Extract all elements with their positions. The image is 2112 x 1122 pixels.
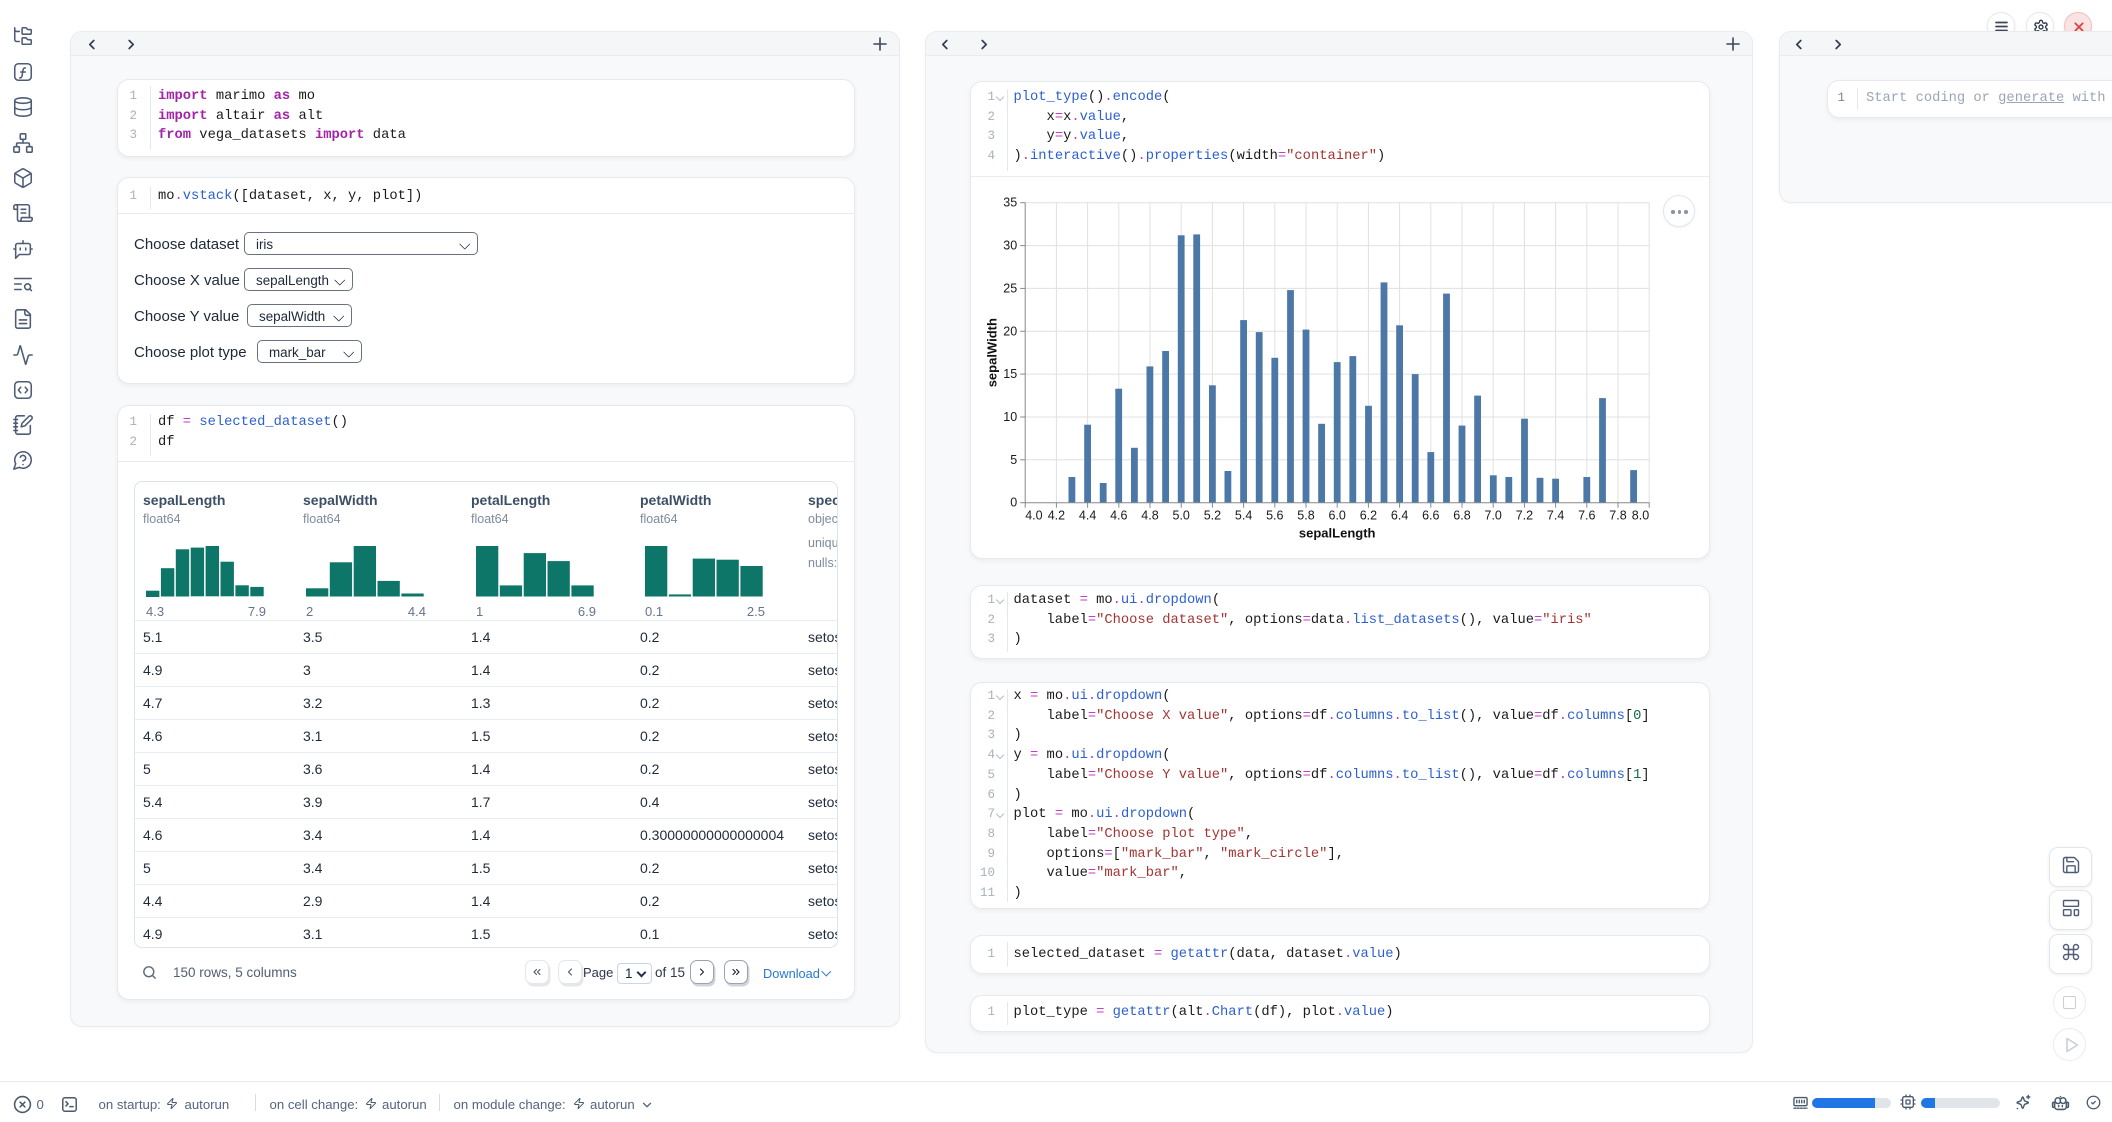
svg-text:4.4: 4.4 xyxy=(1079,509,1096,523)
svg-text:6.8: 6.8 xyxy=(1453,509,1470,523)
svg-text:4.0: 4.0 xyxy=(1025,509,1042,523)
svg-text:6.6: 6.6 xyxy=(1422,509,1439,523)
svg-text:0: 0 xyxy=(1010,496,1017,510)
svg-text:7.0: 7.0 xyxy=(1485,509,1502,523)
svg-text:5.0: 5.0 xyxy=(1173,509,1190,523)
svg-text:7.4: 7.4 xyxy=(1547,509,1564,523)
svg-text:sepalWidth: sepalWidth xyxy=(985,318,1000,387)
svg-text:5.6: 5.6 xyxy=(1266,509,1283,523)
svg-text:20: 20 xyxy=(1003,324,1017,338)
svg-text:4.8: 4.8 xyxy=(1141,509,1158,523)
svg-text:6.4: 6.4 xyxy=(1391,509,1408,523)
svg-text:5.4: 5.4 xyxy=(1235,509,1252,523)
svg-text:6.0: 6.0 xyxy=(1329,509,1346,523)
svg-text:4.6: 4.6 xyxy=(1110,509,1127,523)
svg-text:7.8: 7.8 xyxy=(1609,509,1626,523)
svg-text:4.2: 4.2 xyxy=(1048,509,1065,523)
svg-text:35: 35 xyxy=(1003,196,1017,210)
svg-text:5.8: 5.8 xyxy=(1297,509,1314,523)
svg-text:7.2: 7.2 xyxy=(1516,509,1533,523)
svg-text:sepalLength: sepalLength xyxy=(1299,526,1376,541)
svg-text:10: 10 xyxy=(1003,410,1017,424)
svg-text:30: 30 xyxy=(1003,239,1017,253)
svg-text:7.6: 7.6 xyxy=(1578,509,1595,523)
svg-text:5.2: 5.2 xyxy=(1204,509,1221,523)
svg-text:6.2: 6.2 xyxy=(1360,509,1377,523)
svg-text:15: 15 xyxy=(1003,367,1017,381)
svg-text:5: 5 xyxy=(1010,453,1017,467)
svg-text:8.0: 8.0 xyxy=(1632,509,1649,523)
svg-text:25: 25 xyxy=(1003,281,1017,295)
